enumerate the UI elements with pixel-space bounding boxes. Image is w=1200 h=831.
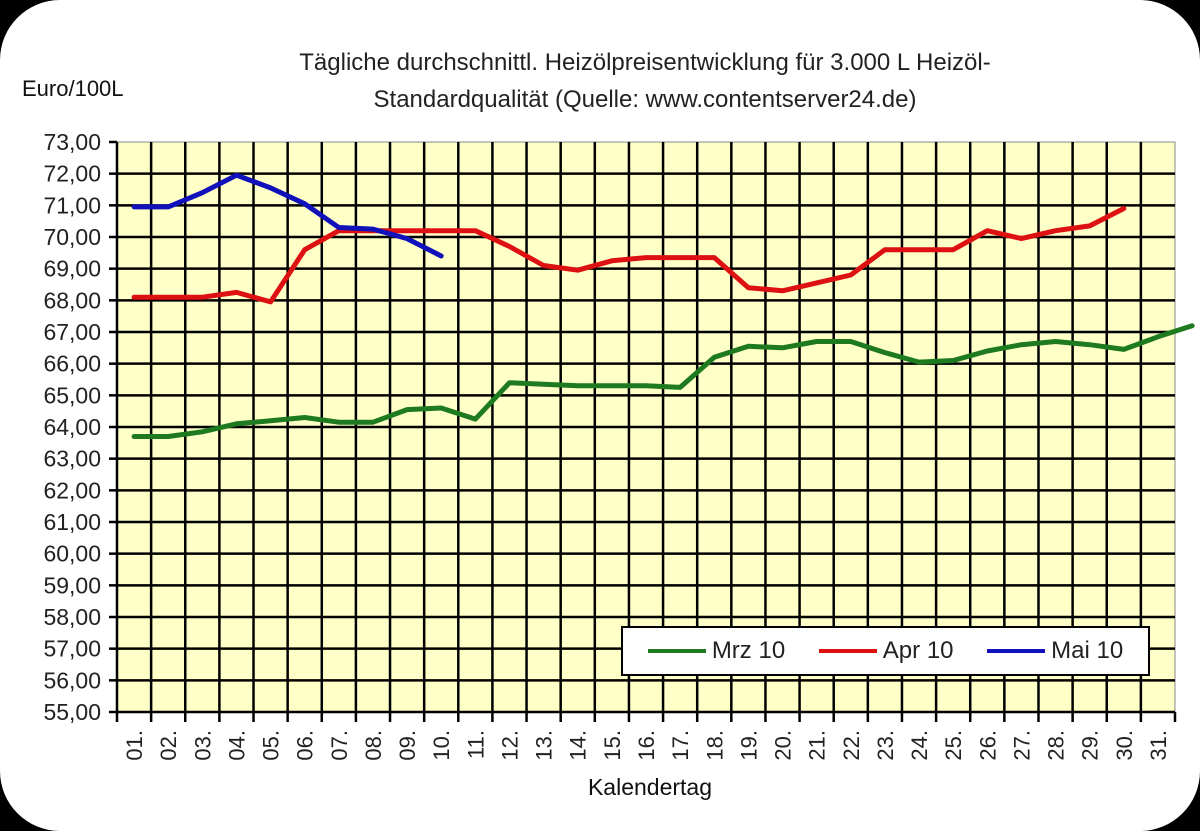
chart-title-line-1: Tägliche durchschnittl. Heizölpreisentwi… <box>299 49 991 76</box>
x-tick-label: 08. <box>361 730 386 761</box>
x-tick-label: 28. <box>1044 730 1069 761</box>
y-tick-label: 64,00 <box>43 414 101 440</box>
y-tick-label: 71,00 <box>43 192 101 218</box>
y-tick-label: 70,00 <box>43 224 101 250</box>
x-tick-label: 01. <box>122 730 147 761</box>
y-tick-label: 66,00 <box>43 351 101 377</box>
legend-item-mai: Mai 10 <box>987 637 1123 665</box>
x-tick-label: 24. <box>907 730 932 761</box>
series-line-mrz-10 <box>131 323 1195 439</box>
x-tick-label: 12. <box>497 730 522 761</box>
y-tick-label: 61,00 <box>43 509 101 535</box>
y-tick-label: 60,00 <box>43 541 101 567</box>
x-tick-label: 17. <box>668 730 693 761</box>
x-tick-label: 16. <box>634 730 659 761</box>
y-tick-label: 65,00 <box>43 382 101 408</box>
x-tick-label: 09. <box>395 730 420 761</box>
x-tick-label: 13. <box>532 730 557 761</box>
x-tick-label: 26. <box>975 730 1000 761</box>
x-tick-label: 19. <box>736 730 761 761</box>
legend-swatch-red <box>818 649 877 653</box>
chart-title-line-2: Standardqualität (Quelle: www.contentser… <box>373 86 917 113</box>
x-tick-label: 31. <box>1146 730 1171 761</box>
chart-title: Tägliche durchschnittl. Heizölpreisentwi… <box>150 44 1140 118</box>
legend-swatch-green <box>647 649 706 653</box>
y-tick-label: 58,00 <box>43 604 101 630</box>
y-tick-label: 63,00 <box>43 446 101 472</box>
x-tick-label: 30. <box>1112 730 1137 761</box>
legend-label: Mai 10 <box>1051 637 1124 664</box>
x-tick-label: 10. <box>429 730 454 761</box>
x-tick-label: 29. <box>1078 730 1103 761</box>
x-tick-label: 07. <box>327 730 352 761</box>
x-tick-label: 22. <box>839 730 864 761</box>
y-tick-label: 59,00 <box>43 572 101 598</box>
legend-swatch-blue <box>987 649 1046 653</box>
y-tick-label: 68,00 <box>43 287 101 313</box>
y-tick-label: 62,00 <box>43 477 101 503</box>
x-tick-label: 20. <box>771 730 796 761</box>
y-axis-label: Euro/100L <box>22 76 124 101</box>
x-tick-label: 04. <box>224 730 249 761</box>
legend-item-apr: Apr 10 <box>818 637 954 665</box>
x-tick-label: 11. <box>463 730 488 759</box>
x-axis-label: Kalendertag <box>587 774 713 800</box>
legend-label: Mrz 10 <box>711 637 786 664</box>
y-tick-label: 56,00 <box>43 667 101 693</box>
y-tick-label: 69,00 <box>43 256 101 282</box>
x-tick-label: 03. <box>190 730 215 761</box>
y-tick-label: 55,00 <box>43 699 101 725</box>
x-tick-label: 14. <box>566 730 591 761</box>
legend-label: Apr 10 <box>882 637 954 664</box>
y-tick-label: 57,00 <box>43 636 101 662</box>
x-tick-label: 27. <box>1009 730 1034 761</box>
y-tick-label: 72,00 <box>43 161 101 187</box>
x-tick-label: 18. <box>702 730 727 761</box>
x-tick-label: 06. <box>293 730 318 761</box>
x-tick-label: 15. <box>600 730 625 761</box>
x-tick-label: 02. <box>156 730 181 761</box>
legend-item-mrz: Mrz 10 <box>647 637 786 665</box>
x-tick-label: 05. <box>259 730 284 761</box>
chart-legend: Mrz 10 Apr 10 Mai 10 <box>621 626 1150 676</box>
series-line-apr-10 <box>131 206 1127 305</box>
x-tick-label: 25. <box>941 730 966 761</box>
x-tick-label: 23. <box>873 730 898 761</box>
y-tick-label: 73,00 <box>43 129 101 155</box>
series-line-mai-10 <box>131 172 444 259</box>
y-tick-label: 67,00 <box>43 319 101 345</box>
x-tick-label: 21. <box>805 730 830 761</box>
